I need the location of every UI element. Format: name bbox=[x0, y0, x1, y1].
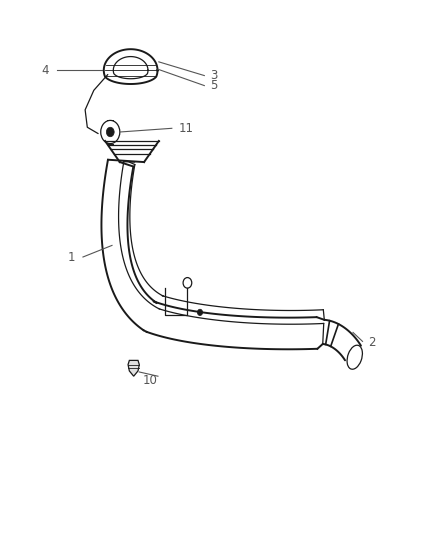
Text: 10: 10 bbox=[142, 375, 157, 387]
Circle shape bbox=[106, 127, 114, 137]
Text: 5: 5 bbox=[209, 79, 217, 92]
Polygon shape bbox=[128, 360, 139, 376]
Text: 1: 1 bbox=[67, 251, 75, 263]
Text: 11: 11 bbox=[178, 122, 193, 135]
Text: 4: 4 bbox=[42, 64, 49, 77]
Circle shape bbox=[197, 309, 202, 316]
Text: 3: 3 bbox=[209, 69, 217, 82]
Text: 2: 2 bbox=[367, 336, 374, 350]
